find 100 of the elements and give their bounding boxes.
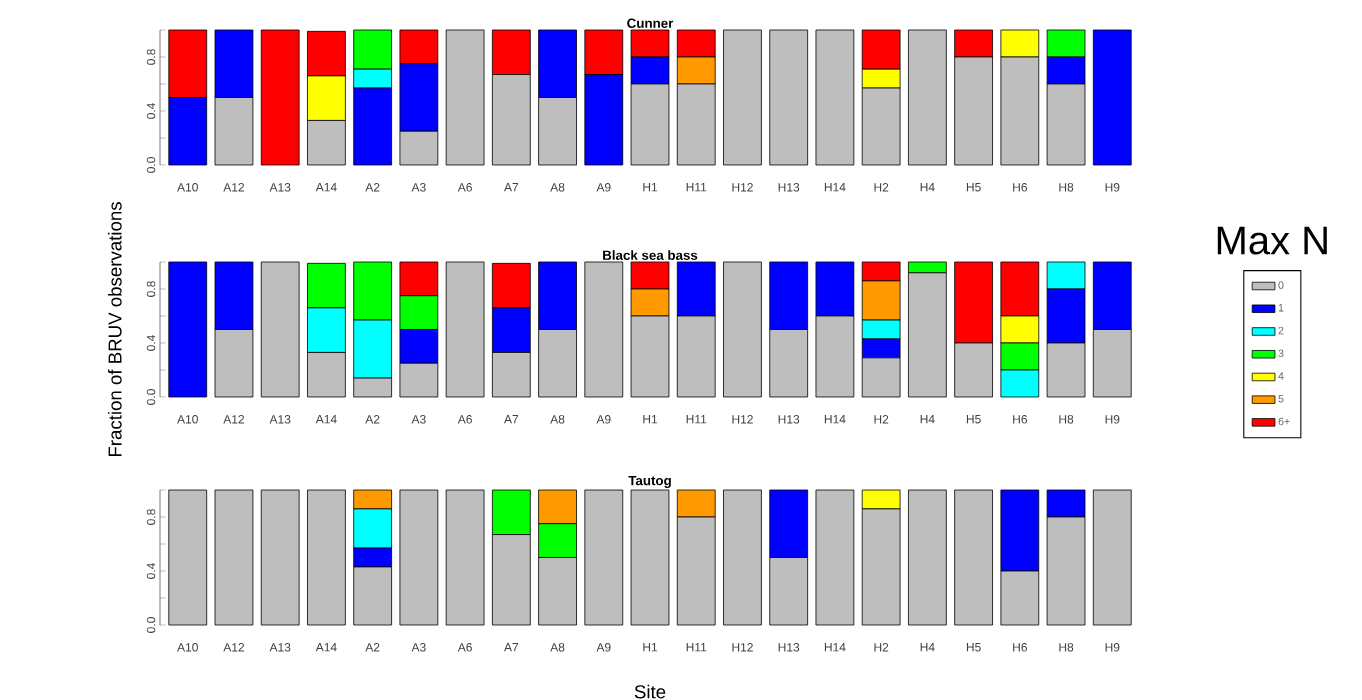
x-tick-label: H12: [732, 643, 753, 652]
x-tick-label: H13: [778, 183, 800, 192]
chart-title: Tautog: [628, 475, 671, 488]
bar: [908, 489, 947, 626]
bar: [168, 261, 208, 398]
x-tick-label: H8: [1059, 415, 1074, 424]
x-tick-label: A8: [550, 643, 565, 652]
x-tick-label: H2: [874, 183, 889, 192]
bar: [630, 489, 670, 626]
x-tick-label: A14: [315, 183, 337, 192]
y-tick-label: 0.8: [146, 49, 156, 65]
x-tick-label: A14: [315, 415, 337, 424]
x-tick-label: A13: [269, 415, 291, 424]
bar: [399, 489, 439, 626]
x-tick-label: H6: [1013, 415, 1027, 424]
bar: [1092, 29, 1132, 166]
x-tick-label: H12: [732, 415, 753, 424]
bar: [445, 489, 485, 626]
x-tick-label: A10: [177, 415, 198, 424]
x-tick-label: H6: [1013, 183, 1027, 192]
x-tick-label: A14: [315, 643, 337, 652]
bar: [214, 489, 254, 626]
bar: [908, 29, 947, 166]
bar: [723, 489, 762, 626]
x-tick-label: A7: [504, 183, 519, 192]
chart-title: Cunner: [627, 18, 674, 28]
y-tick-label: 0.8: [146, 281, 156, 297]
x-tick-label: H4: [920, 415, 935, 424]
y-tick-label: 0.8: [146, 509, 156, 525]
x-tick-label: H5: [966, 415, 981, 424]
x-tick-label: A10: [177, 183, 198, 192]
x-tick-label: H1: [643, 183, 658, 192]
x-tick-label: A3: [411, 415, 426, 424]
x-tick-label: H11: [686, 183, 707, 192]
x-tick-label: H8: [1059, 643, 1074, 652]
x-tick-label: A10: [177, 643, 198, 652]
x-tick-label: A3: [411, 643, 426, 652]
bar: [723, 29, 762, 166]
x-tick-label: H1: [643, 415, 658, 424]
x-tick-label: H5: [966, 643, 981, 652]
bar: [1092, 489, 1132, 626]
x-tick-label: A6: [457, 643, 472, 652]
legend-label: 0: [1278, 281, 1284, 289]
bar: [260, 489, 300, 626]
bar: [260, 29, 300, 166]
bar: [584, 489, 624, 626]
x-tick-label: H11: [686, 643, 707, 652]
x-tick-label: A6: [457, 415, 472, 424]
bar: [815, 29, 855, 166]
chart-title: Black sea bass: [603, 250, 698, 260]
x-tick-label: H11: [686, 415, 707, 424]
y-tick-label: 0.4: [146, 335, 156, 351]
x-tick-label: A6: [457, 183, 472, 192]
bar: [307, 489, 346, 626]
x-tick-label: A12: [223, 643, 245, 652]
legend-label: 6+: [1278, 417, 1290, 426]
bar: [260, 261, 300, 398]
legend-label: 3: [1278, 349, 1284, 358]
x-tick-label: A3: [411, 183, 426, 192]
x-tick-label: H9: [1105, 643, 1120, 652]
bar: [168, 489, 208, 626]
y-tick-label: 0.4: [146, 563, 156, 579]
x-tick-label: A2: [365, 183, 380, 192]
x-tick-label: A8: [550, 415, 565, 424]
y-axis-title: Fraction of BRUV observations: [107, 202, 122, 457]
x-tick-label: A9: [596, 643, 611, 652]
bar: [445, 29, 485, 166]
legend-label: 4: [1278, 372, 1284, 380]
x-tick-label: H4: [920, 183, 935, 192]
x-tick-label: A2: [365, 643, 380, 652]
x-tick-label: A7: [504, 415, 519, 424]
x-tick-label: A13: [269, 183, 291, 192]
x-tick-label: H5: [966, 183, 981, 192]
x-tick-label: H9: [1105, 183, 1120, 192]
x-tick-label: H2: [874, 415, 889, 424]
legend-label: 5: [1278, 394, 1284, 403]
x-tick-label: A2: [365, 415, 380, 424]
x-tick-label: H8: [1059, 183, 1074, 192]
x-tick-label: H4: [920, 643, 935, 652]
x-axis-title: Site: [634, 684, 666, 699]
x-tick-label: H14: [824, 415, 846, 424]
y-tick-label: 0.0: [146, 617, 156, 633]
y-tick-label: 0.0: [146, 389, 156, 405]
x-tick-label: H1: [643, 643, 658, 652]
bar: [723, 261, 762, 398]
x-tick-label: A7: [504, 643, 519, 652]
bar: [815, 489, 855, 626]
x-tick-label: A8: [550, 183, 565, 192]
bar: [769, 29, 809, 166]
x-tick-label: H6: [1013, 643, 1027, 652]
x-tick-label: H14: [824, 183, 846, 192]
x-tick-label: H2: [874, 643, 889, 652]
x-tick-label: H13: [778, 643, 800, 652]
x-tick-label: A12: [223, 183, 245, 192]
legend-label: 1: [1278, 304, 1284, 312]
legend-label: 2: [1278, 326, 1284, 335]
y-tick-label: 0.4: [146, 103, 156, 119]
x-tick-label: A9: [596, 183, 611, 192]
x-tick-label: H13: [778, 415, 800, 424]
bar: [584, 261, 624, 398]
